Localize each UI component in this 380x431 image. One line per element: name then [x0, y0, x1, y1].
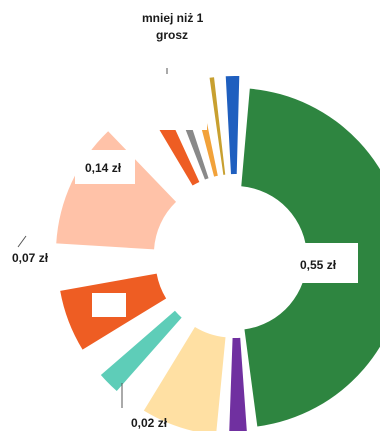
donut-slice-2 [143, 327, 226, 431]
label-less-than-grosz-line1: mniej niż 1 [142, 11, 204, 25]
label-055: 0,55 zł [300, 258, 337, 272]
donut-slice-3 [130, 314, 194, 398]
label-tab [92, 293, 126, 317]
label-002: 0,02 zł [131, 416, 168, 430]
label-tab [75, 150, 135, 184]
label-014: 0,14 zł [85, 161, 122, 175]
donut-slice-9 [124, 117, 195, 204]
label-tab [137, 72, 207, 130]
leader-line [17, 235, 27, 248]
label-tab [290, 243, 358, 283]
donut-slice-14 [225, 76, 240, 175]
label-tab [122, 40, 196, 70]
donut-slice-1 [229, 337, 247, 431]
donut-slice-13 [209, 77, 226, 175]
label-less-than-grosz-line2: grosz [156, 28, 188, 42]
donut-slice-4 [100, 310, 182, 392]
donut-slice-5 [95, 299, 178, 362]
donut-slice-7 [65, 257, 164, 278]
label-007: 0,07 zł [12, 251, 49, 265]
